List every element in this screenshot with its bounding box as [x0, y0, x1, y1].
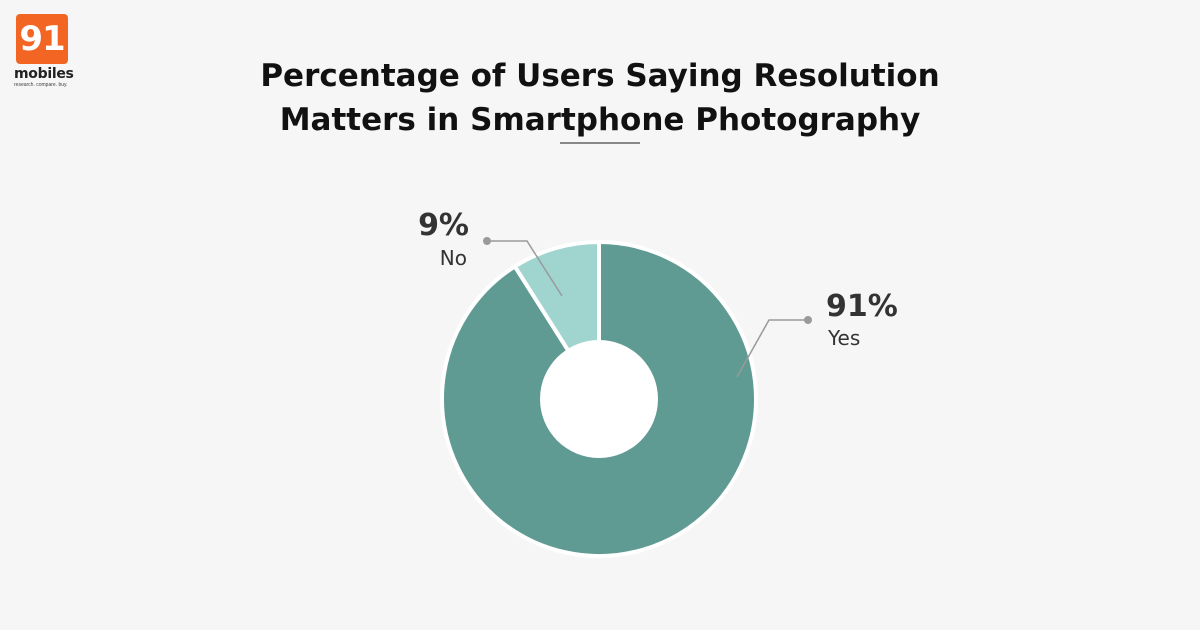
chart-title-line-1: Percentage of Users Saying Resolution [260, 58, 940, 94]
leader-dot-no [483, 237, 491, 245]
data-label-yes-percent: 91% [826, 289, 898, 324]
logo-wordmark: mobiles [14, 66, 74, 82]
brand-logo: 91 mobiles research. compare. buy. [14, 14, 74, 94]
data-label-yes-name: Yes [827, 326, 860, 350]
data-label-no-name: No [440, 246, 467, 270]
data-label-no-percent: 9% [418, 208, 469, 243]
logo-badge: 91 [16, 14, 68, 64]
logo-tagline: research. compare. buy. [14, 82, 68, 88]
chart-title-line-2: Matters in Smartphone Photography [279, 102, 921, 138]
leader-line-no [487, 240, 563, 297]
leader-dot-yes [804, 316, 812, 324]
donut-hole [540, 340, 658, 458]
chart-title: Percentage of Users Saying Resolution Ma… [0, 54, 1200, 142]
leader-line-yes [736, 319, 808, 378]
title-divider [560, 142, 640, 144]
